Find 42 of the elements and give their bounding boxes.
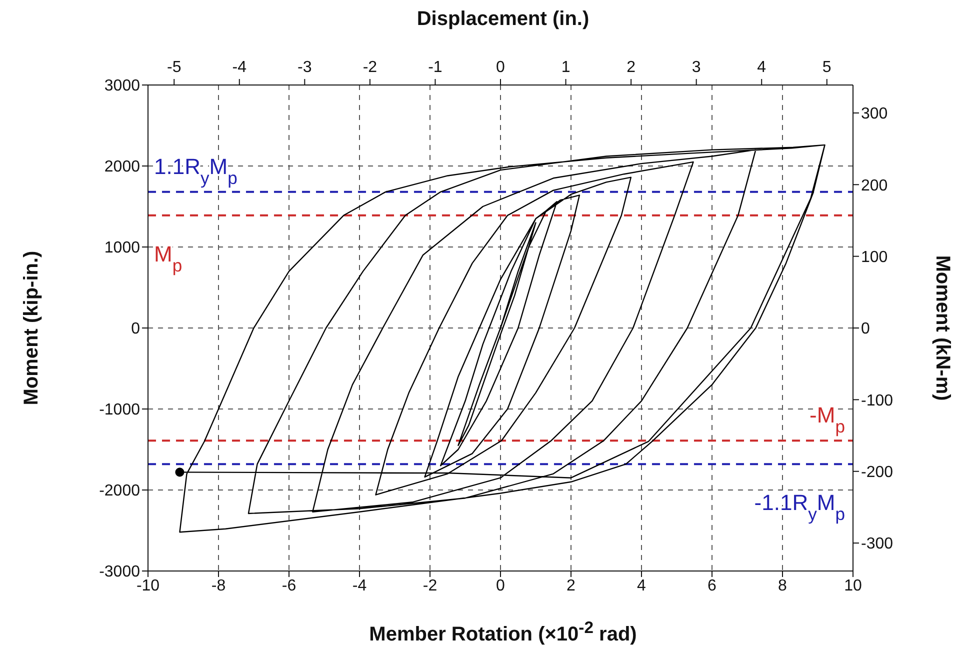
x-tick-label: 8 bbox=[778, 577, 788, 594]
x2-tick-label: 2 bbox=[626, 59, 636, 76]
y2-tick-label: 300 bbox=[861, 106, 888, 123]
x2-tick-label: 1 bbox=[561, 59, 570, 76]
x2-tick-label: -5 bbox=[166, 59, 182, 76]
y-tick-label: 3000 bbox=[104, 78, 140, 95]
y-tick-label: 0 bbox=[131, 320, 140, 338]
x-tick-label: 4 bbox=[637, 577, 646, 594]
x2-tick-label: 3 bbox=[692, 59, 701, 76]
x2-tick-label: -3 bbox=[298, 59, 312, 76]
x-tick-label: 0 bbox=[496, 577, 506, 594]
y-tick-label: 2000 bbox=[104, 158, 140, 176]
x2-tick-label: -1 bbox=[428, 59, 442, 76]
y-tick-label: -1000 bbox=[99, 402, 140, 419]
x-axis-title: Member Rotation (×10$^{-2}$ rad) bbox=[369, 618, 637, 647]
y2-tick-label: 0 bbox=[861, 320, 870, 338]
x-tick-label: 6 bbox=[708, 577, 717, 594]
x2-tick-label: 4 bbox=[757, 59, 766, 76]
y2-tick-label: 200 bbox=[861, 177, 888, 194]
y2-tick-label: -200 bbox=[861, 464, 894, 482]
y-axis-title: Moment (kip-in.) bbox=[20, 250, 44, 406]
x-tick-label: -4 bbox=[352, 577, 367, 594]
y2-axis-title: Moment (kN-m) bbox=[930, 255, 954, 401]
y2-tick-label: -300 bbox=[861, 536, 894, 553]
x-tick-label: 2 bbox=[566, 577, 576, 594]
ref-line-label: 1.1R$_{y}$M$_{p}$ bbox=[154, 154, 238, 188]
y-tick-label: 1000 bbox=[104, 240, 140, 257]
x2-tick-label: -2 bbox=[362, 59, 378, 76]
x2-tick-label: 0 bbox=[496, 59, 506, 76]
y2-tick-label: 100 bbox=[861, 249, 888, 266]
y2-tick-label: -100 bbox=[861, 392, 894, 410]
x-tick-label: -8 bbox=[211, 577, 226, 594]
x-tick-label: -6 bbox=[282, 577, 296, 594]
x2-tick-label: -4 bbox=[232, 59, 247, 76]
ref-line-label: -1.1R$_{y}$M$_{p}$ bbox=[754, 490, 846, 524]
x-tick-label: -2 bbox=[422, 577, 438, 594]
x2-tick-label: 5 bbox=[822, 59, 832, 76]
ref-line-label: M$_{p}$ bbox=[154, 241, 182, 276]
x2-axis-title: Displacement (in.) bbox=[416, 8, 590, 31]
y-tick-label: -2000 bbox=[99, 482, 140, 500]
ref-line-label: -M$_{p}$ bbox=[810, 402, 846, 437]
x-tick-label: 10 bbox=[844, 577, 862, 594]
